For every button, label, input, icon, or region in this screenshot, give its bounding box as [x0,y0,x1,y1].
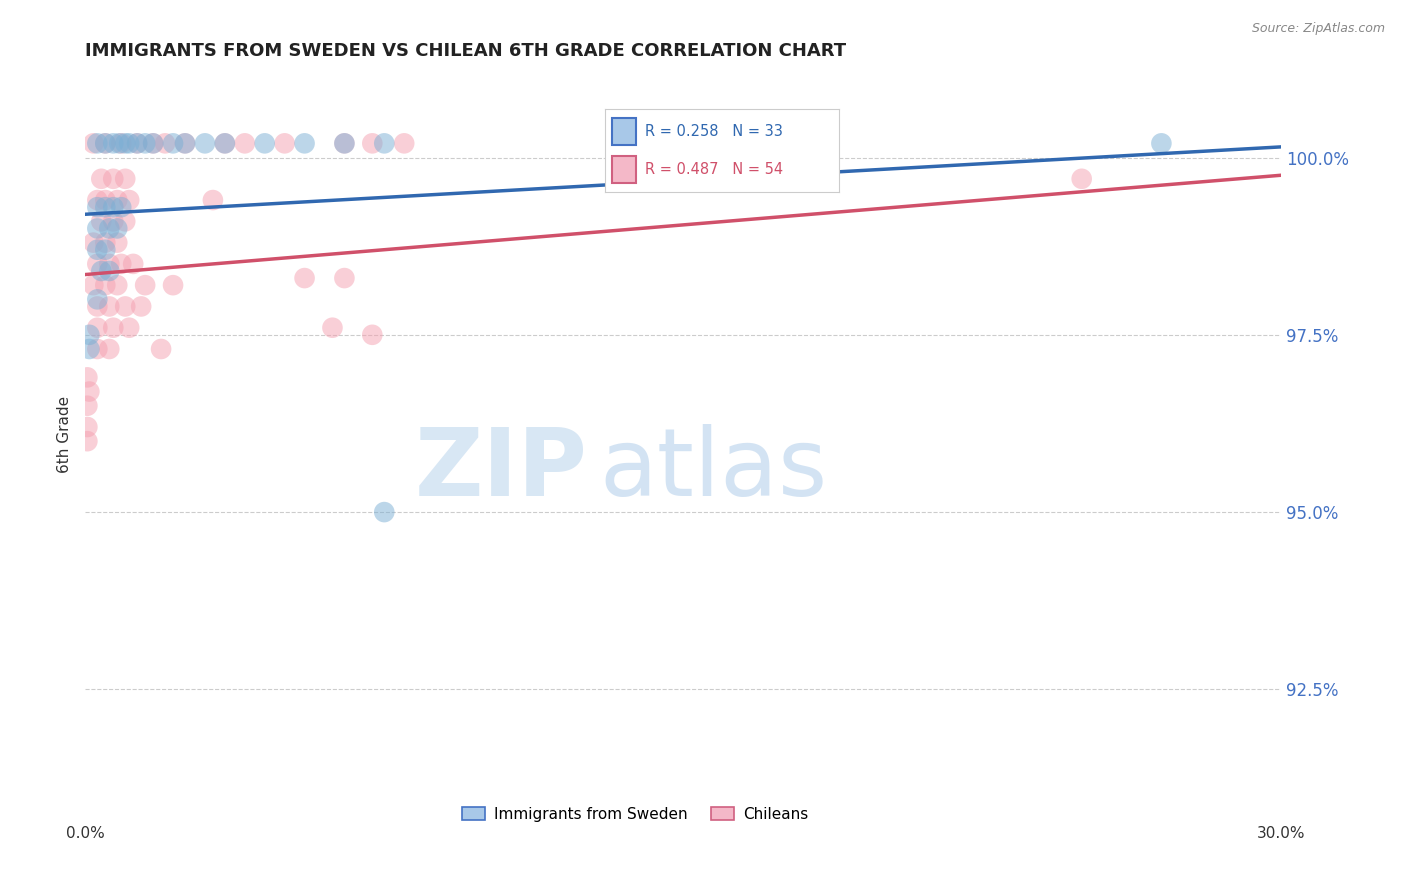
Point [153,136,176,151]
Point [333,136,356,151]
Point [127,136,149,151]
Point [294,136,316,151]
Text: IMMIGRANTS FROM SWEDEN VS CHILEAN 6TH GRADE CORRELATION CHART: IMMIGRANTS FROM SWEDEN VS CHILEAN 6TH GR… [86,42,846,60]
Point [333,271,356,285]
Legend: Immigrants from Sweden, Chileans: Immigrants from Sweden, Chileans [457,801,814,828]
Point [118,136,141,151]
Point [82,278,104,293]
Point [321,320,343,334]
Point [98,221,121,235]
Point [76,420,98,434]
Point [361,136,384,151]
Point [103,214,125,228]
Point [76,370,98,384]
Point [103,136,125,151]
Point [103,200,125,214]
Point [105,193,128,207]
Point [94,235,117,250]
Text: 30.0%: 30.0% [1257,826,1305,841]
Point [373,136,395,151]
Point [134,278,156,293]
Point [90,264,112,278]
Point [86,193,108,207]
Point [86,243,108,257]
Point [118,320,141,334]
Point [361,327,384,342]
Point [79,384,101,399]
Point [333,136,356,151]
Point [94,193,117,207]
Point [94,278,117,293]
Text: ZIP: ZIP [415,425,588,516]
Point [79,327,101,342]
Point [214,136,236,151]
Y-axis label: 6th Grade: 6th Grade [58,395,72,473]
Point [103,320,125,334]
Point [201,193,224,207]
Point [98,264,121,278]
Point [233,136,256,151]
Point [214,136,236,151]
Point [105,278,128,293]
Point [273,136,295,151]
Text: 0.0%: 0.0% [66,826,105,841]
Point [122,257,145,271]
Point [90,214,112,228]
Point [142,136,165,151]
Point [373,505,395,519]
Point [134,136,156,151]
Point [294,271,316,285]
Point [110,257,132,271]
Point [98,342,121,356]
Point [90,171,112,186]
Point [103,171,125,186]
Text: atlas: atlas [599,425,828,516]
Point [194,136,217,151]
Point [94,136,117,151]
Point [98,300,121,314]
Point [392,136,415,151]
Point [110,136,132,151]
Point [114,136,136,151]
Point [105,221,128,235]
Point [76,434,98,449]
Point [82,136,104,151]
Point [94,136,117,151]
Point [129,300,152,314]
Point [86,300,108,314]
Point [105,235,128,250]
Point [1070,171,1092,186]
Point [162,278,184,293]
Point [1150,136,1173,151]
Point [174,136,197,151]
Point [110,200,132,214]
Point [86,136,108,151]
Point [142,136,165,151]
Point [253,136,276,151]
Point [79,342,101,356]
Point [127,136,149,151]
Point [76,399,98,413]
Point [94,243,117,257]
Point [86,257,108,271]
Point [118,193,141,207]
Point [114,300,136,314]
Point [98,257,121,271]
Text: Source: ZipAtlas.com: Source: ZipAtlas.com [1251,22,1385,36]
Point [150,342,173,356]
Point [162,136,184,151]
Point [86,320,108,334]
Point [114,214,136,228]
Point [82,235,104,250]
Point [114,171,136,186]
Point [86,221,108,235]
Point [86,200,108,214]
Point [174,136,197,151]
Point [86,293,108,307]
Point [86,342,108,356]
Point [108,136,131,151]
Point [94,200,117,214]
